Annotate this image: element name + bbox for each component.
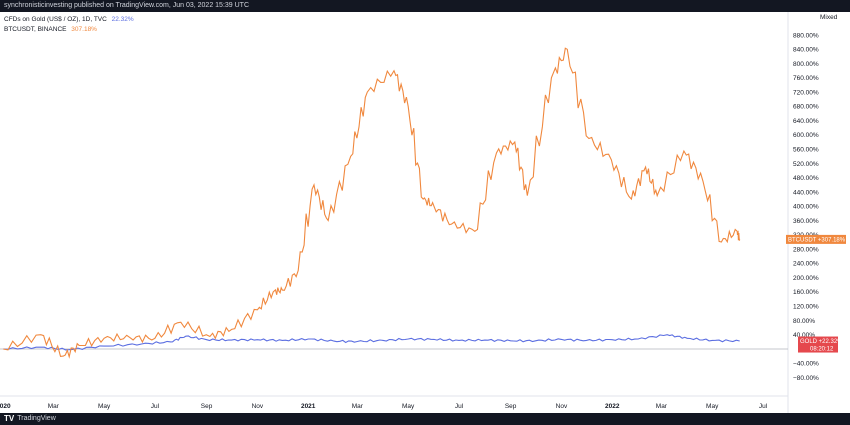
- tradingview-brand-text: TradingView: [17, 415, 56, 422]
- gold-price-tag: [798, 336, 838, 353]
- y-tick-label: 840.00%: [793, 47, 819, 54]
- scale-mode-label[interactable]: Mixed: [820, 14, 838, 21]
- x-tick-label: 2021: [301, 403, 316, 410]
- y-tick-label: 640.00%: [793, 118, 819, 125]
- y-tick-label: 400.00%: [793, 204, 819, 211]
- legend-btc[interactable]: BTCUSDT, BINANCE 307.18%: [4, 26, 97, 33]
- legend-gold[interactable]: CFDs on Gold (US$ / OZ), 1D, TVC 22.32%: [4, 16, 134, 23]
- x-tick-label: Sep: [201, 403, 213, 410]
- x-tick-label: 2020: [0, 403, 11, 410]
- btc-price-tag: [786, 234, 846, 244]
- x-tick-label: Jul: [759, 403, 768, 410]
- y-tick-label: 520.00%: [793, 161, 819, 168]
- x-tick-label: Mar: [656, 403, 668, 410]
- x-tick-label: 2022: [605, 403, 620, 410]
- y-tick-label: 360.00%: [793, 218, 819, 225]
- publish-header-bar: synchronisticinvesting published on Trad…: [0, 0, 850, 12]
- legend-btc-value: 307.18%: [71, 26, 97, 33]
- y-tick-label: 120.00%: [793, 303, 819, 310]
- y-tick-label: 720.00%: [793, 89, 819, 96]
- x-tick-label: Jul: [151, 403, 160, 410]
- published-info-text: synchronisticinvesting published on Trad…: [4, 2, 250, 9]
- tradingview-brand: TV TradingView: [4, 413, 56, 425]
- y-tick-label: 800.00%: [793, 61, 819, 68]
- y-tick-label: −40.00%: [793, 361, 819, 368]
- y-tick-label: 200.00%: [793, 275, 819, 282]
- gold-countdown-label: 08:20:12: [810, 347, 834, 353]
- x-tick-label: Mar: [48, 403, 60, 410]
- x-tick-label: May: [402, 403, 415, 410]
- y-tick-label: 80.00%: [793, 318, 815, 325]
- y-tick-label: 240.00%: [793, 261, 819, 268]
- y-tick-label: −80.00%: [793, 375, 819, 382]
- legend-gold-name: CFDs on Gold (US$ / OZ), 1D, TVC: [4, 16, 107, 23]
- x-tick-label: Nov: [556, 403, 568, 410]
- footer-bar: TV TradingView: [0, 413, 850, 425]
- y-tick-label: 480.00%: [793, 175, 819, 182]
- y-tick-label: 600.00%: [793, 132, 819, 139]
- x-tick-label: May: [98, 403, 111, 410]
- x-tick-label: Sep: [505, 403, 517, 410]
- x-tick-label: Jul: [455, 403, 464, 410]
- btc-series-line: [3, 47, 741, 359]
- gold-price-tag-label: GOLD +22.32%: [800, 339, 843, 345]
- btc-price-tag-label: BTCUSDT +307.18%: [788, 237, 846, 243]
- legend-gold-value: 22.32%: [111, 16, 134, 23]
- x-tick-label: Nov: [252, 403, 264, 410]
- y-tick-label: 560.00%: [793, 146, 819, 153]
- y-tick-label: 760.00%: [793, 75, 819, 82]
- y-tick-label: 40.00%: [793, 332, 815, 339]
- legend-btc-name: BTCUSDT, BINANCE: [4, 26, 67, 33]
- y-tick-label: 680.00%: [793, 104, 819, 111]
- tradingview-logo-icon: TV: [4, 414, 15, 423]
- x-tick-label: May: [706, 403, 719, 410]
- gold-series-line: [3, 334, 740, 351]
- x-tick-label: Mar: [352, 403, 364, 410]
- y-tick-label: 280.00%: [793, 246, 819, 253]
- y-tick-label: 440.00%: [793, 189, 819, 196]
- y-tick-label: 160.00%: [793, 289, 819, 296]
- y-tick-label: 880.00%: [793, 32, 819, 39]
